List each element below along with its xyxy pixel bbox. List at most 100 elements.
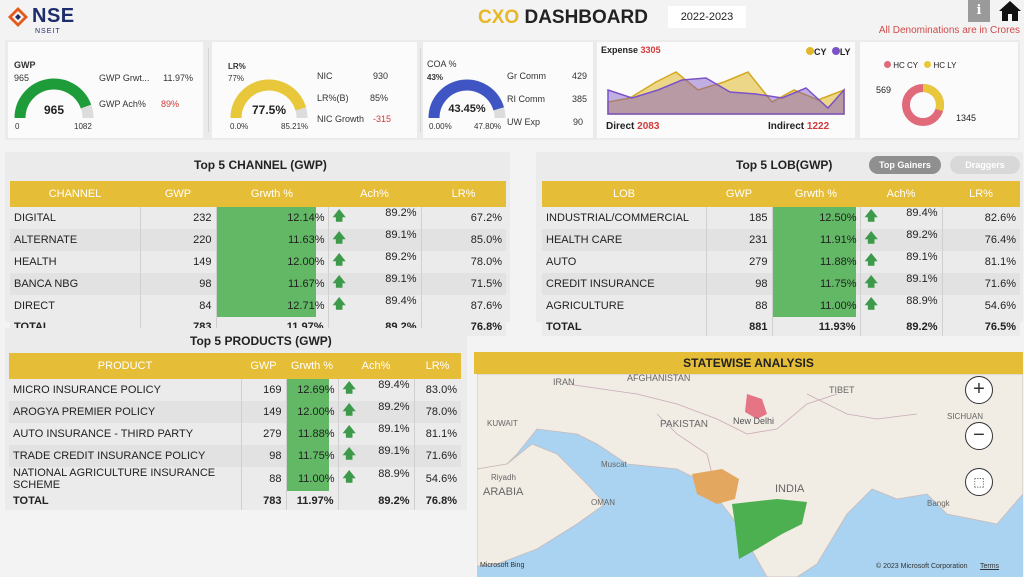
column-header[interactable]: GWP — [706, 181, 772, 207]
table-row[interactable]: HEALTH CARE 231 11.91% 🡅 89.2% 76.4% — [542, 229, 1020, 251]
column-header[interactable]: LR% — [942, 181, 1020, 207]
growth-cell: 11.67% — [215, 273, 328, 295]
gr-comm-label: Gr Comm — [507, 71, 546, 81]
growth-bar — [216, 207, 317, 229]
table-row[interactable]: DIRECT 84 12.71% 🡅 89.4% 87.6% — [10, 295, 506, 317]
lr-gauge-center: 77.5% — [251, 103, 287, 117]
gwp-cell: 279 — [705, 251, 772, 273]
ach-value: 89.2% — [378, 401, 410, 413]
state-highlight-maharashtra[interactable] — [732, 499, 807, 559]
lr-cell: 78.0% — [413, 401, 461, 423]
ach-cell: 🡅 88.9% — [859, 295, 942, 317]
draggers-button[interactable]: Draggers — [950, 156, 1020, 174]
total-name: TOTAL — [9, 491, 241, 510]
growth-value: 11.88% — [820, 256, 857, 268]
direct-expense: Direct 2083 — [606, 121, 660, 132]
table-row[interactable]: BANCA NBG 98 11.67% 🡅 89.1% 71.5% — [10, 273, 506, 295]
map-label-sichuan: SICHUAN — [947, 412, 984, 421]
column-header[interactable]: Ach% — [328, 181, 421, 207]
year-selector[interactable]: 2022-2023 — [668, 6, 746, 28]
column-header[interactable]: LR% — [414, 353, 461, 379]
ach-value: 89.4% — [385, 295, 417, 307]
column-header[interactable]: CHANNEL — [10, 181, 140, 207]
ach-cell: 🡅 89.2% — [327, 207, 421, 229]
name-cell: INDUSTRIAL/COMMERCIAL — [542, 207, 706, 229]
coa-gauge — [428, 79, 506, 119]
gwp-label: GWP — [14, 60, 36, 70]
map-label-oman: OMAN — [591, 498, 615, 507]
lr-cell: 71.6% — [941, 273, 1020, 295]
coa-label: COA % — [427, 59, 457, 69]
gr-comm-value: 429 — [571, 71, 587, 81]
up-arrow-icon: 🡅 — [864, 208, 878, 223]
column-header[interactable]: Ach% — [338, 353, 414, 379]
statewise-map[interactable]: IRAN AFGHANISTAN TIBET PAKISTAN New Delh… — [477, 374, 1023, 577]
table-row[interactable]: AROGYA PREMIER POLICY 149 12.00% 🡅 89.2% 78.0… — [9, 401, 461, 423]
lr-value: 77% — [228, 74, 245, 83]
home-icon[interactable] — [998, 0, 1022, 22]
state-highlight-north[interactable] — [745, 394, 767, 419]
column-header[interactable]: GWP — [241, 353, 286, 379]
name-cell: AGRICULTURE — [542, 295, 706, 317]
info-icon[interactable]: i — [968, 0, 990, 22]
column-header[interactable]: LOB — [542, 181, 706, 207]
table-row[interactable]: DIGITAL 232 12.14% 🡅 89.2% 67.2% — [10, 207, 506, 229]
table-row[interactable]: MICRO INSURANCE POLICY 169 12.69% 🡅 89.4% 83.… — [9, 379, 461, 401]
lr-cell: 83.0% — [413, 379, 461, 401]
map-label-riyadh: Riyadh — [491, 473, 516, 482]
growth-cell: 11.75% — [771, 273, 860, 295]
ri-comm-value: 385 — [571, 94, 587, 104]
name-cell: ALTERNATE — [10, 229, 140, 251]
map-copyright: © 2023 Microsoft Corporation — [876, 563, 968, 570]
ach-value: 88.9% — [906, 295, 938, 307]
uw-exp-label: UW Exp — [507, 117, 541, 127]
table-row[interactable]: ALTERNATE 220 11.63% 🡅 89.1% 85.0% — [10, 229, 506, 251]
lr-min: 0.0% — [230, 122, 249, 131]
map-terms-link[interactable]: Terms — [980, 563, 1000, 570]
growth-bar — [286, 445, 330, 467]
column-header[interactable]: Ach% — [860, 181, 942, 207]
growth-value: 11.88% — [298, 428, 335, 440]
ri-comm-label: RI Comm — [507, 94, 545, 104]
growth-bar — [216, 295, 317, 317]
name-cell: BANCA NBG — [10, 273, 140, 295]
coa-max: 47.80% — [474, 122, 502, 131]
state-highlight-gujarat[interactable] — [692, 469, 739, 504]
header: NSE NSEIT CXO DASHBOARD 2022-2023 i All … — [0, 0, 1024, 40]
lr-cell: 78.0% — [420, 251, 506, 273]
growth-cell: 11.88% — [285, 423, 338, 445]
table-row[interactable]: AUTO 279 11.88% 🡅 89.1% 81.1% — [542, 251, 1020, 273]
hc-card[interactable] — [860, 42, 1018, 138]
column-header[interactable]: Grwth % — [772, 181, 860, 207]
products-table: PRODUCT GWP Grwth % Ach% LR% MICRO INSURANCE … — [9, 353, 461, 510]
table-row[interactable]: HEALTH 149 12.00% 🡅 89.2% 78.0% — [10, 251, 506, 273]
column-header[interactable]: Grwth % — [216, 181, 328, 207]
table-row[interactable]: NATIONAL AGRICULTURE INSURANCE SCHEME 88 1… — [9, 467, 461, 491]
up-arrow-icon: 🡅 — [864, 230, 878, 245]
growth-value: 12.69% — [297, 384, 335, 396]
table-row[interactable]: INDUSTRIAL/COMMERCIAL 185 12.50% 🡅 89.4% 82.6… — [542, 207, 1020, 229]
select-region-icon[interactable]: ⬚ — [965, 468, 993, 496]
column-header[interactable]: PRODUCT — [9, 353, 241, 379]
up-arrow-icon: 🡅 — [332, 230, 346, 245]
ach-value: 89.1% — [378, 423, 410, 435]
column-header[interactable]: GWP — [140, 181, 216, 207]
table-row[interactable]: AGRICULTURE 88 11.00% 🡅 88.9% 54.6% — [542, 295, 1020, 317]
hc-cy-slice — [902, 84, 944, 126]
growth-cell: 12.00% — [285, 401, 338, 423]
top-gainers-button[interactable]: Top Gainers — [869, 156, 941, 174]
column-header[interactable]: Grwth % — [286, 353, 338, 379]
ach-value: 89.4% — [906, 207, 938, 219]
zoom-out-button[interactable]: − — [965, 422, 993, 450]
growth-bar — [772, 207, 857, 229]
name-cell: MICRO INSURANCE POLICY — [9, 379, 241, 401]
total-gwp: 881 — [705, 317, 772, 336]
table-row[interactable]: CREDIT INSURANCE 98 11.75% 🡅 89.1% 71.6% — [542, 273, 1020, 295]
table-row[interactable]: AUTO INSURANCE - THIRD PARTY 279 11.88% 🡅 89… — [9, 423, 461, 445]
map-label-pakistan: PAKISTAN — [660, 419, 708, 430]
zoom-in-button[interactable]: + — [965, 376, 993, 404]
lr-label: LR% — [228, 62, 246, 71]
column-header[interactable]: LR% — [421, 181, 506, 207]
table-row[interactable]: TRADE CREDIT INSURANCE POLICY 98 11.75% 🡅 89… — [9, 445, 461, 467]
name-cell: NATIONAL AGRICULTURE INSURANCE SCHEME — [9, 467, 241, 491]
